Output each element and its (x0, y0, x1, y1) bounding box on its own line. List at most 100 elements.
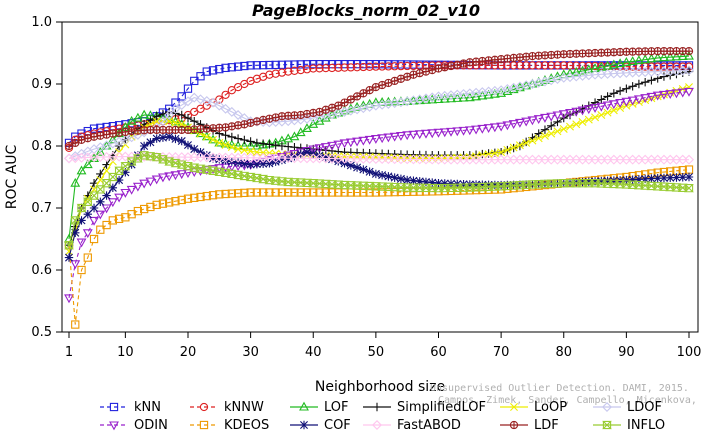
data-point-cof (121, 168, 130, 177)
data-point-odin (421, 129, 431, 139)
data-point-kdeos (284, 188, 293, 197)
data-point-odin (408, 130, 419, 140)
data-point-lof (565, 68, 575, 78)
data-point-knnw (302, 65, 312, 74)
data-point-knnw (572, 61, 581, 70)
data-point-lof (659, 52, 669, 62)
y-tick-label: 0.9 (31, 77, 52, 92)
data-point-odin (95, 210, 106, 220)
data-point-knn (340, 60, 349, 69)
plot-frame (61, 21, 699, 333)
data-point-cof (221, 156, 230, 165)
data-point-knn (233, 62, 243, 71)
data-point-lof (452, 93, 463, 102)
data-point-knnw (265, 70, 274, 79)
data-point-odin (370, 135, 381, 144)
data-point-loop (240, 146, 249, 155)
data-point-kdeos (240, 188, 249, 198)
watermark-line-1: Unsupervised Outlier Detection. DAMI, 20… (430, 383, 689, 394)
data-point-loop (215, 138, 224, 147)
data-point-kdeos (258, 188, 268, 197)
data-point-odin (646, 92, 657, 102)
data-point-knnw (659, 62, 669, 71)
x-axis-label: Neighborhood size (315, 379, 445, 395)
data-point-cof (246, 160, 255, 169)
data-point-knn (227, 63, 236, 72)
data-point-odin (659, 90, 669, 100)
legend-label-lof: LOF (324, 400, 349, 415)
data-point-kdeos (165, 198, 174, 207)
data-point-odin (76, 238, 87, 248)
data-point-simplifiedlof (647, 76, 656, 85)
data-point-knnw (666, 62, 675, 71)
data-point-knnw (628, 62, 637, 71)
data-point-cof (83, 210, 92, 219)
legend-marker-loop (510, 403, 518, 411)
data-point-cof (196, 148, 205, 157)
data-point-kdeos (77, 265, 86, 275)
data-point-kdeos (89, 234, 99, 244)
data-point-simplifiedlof (240, 135, 249, 145)
x-tick-label: 60 (430, 345, 447, 360)
data-point-odin (540, 113, 550, 123)
data-point-lof (446, 93, 456, 103)
data-point-kdeos (177, 195, 186, 205)
data-point-lof (577, 65, 588, 75)
data-point-simplifiedlof (622, 84, 631, 93)
data-point-odin (596, 102, 607, 112)
chart-title: PageBlocks_norm_02_v10 (252, 1, 480, 20)
data-point-cof (352, 163, 362, 172)
legend-label-fastabod: FastABOD (397, 418, 461, 433)
data-point-kdeos (96, 225, 105, 234)
data-point-knnw (352, 63, 362, 72)
data-point-simplifiedlof (271, 141, 280, 150)
data-point-kdeos (171, 197, 180, 206)
data-point-ldof (157, 116, 168, 127)
data-point-cof (183, 140, 193, 150)
data-point-odin (677, 88, 688, 98)
data-point-lof (633, 55, 644, 65)
data-point-odin (170, 171, 181, 181)
data-point-kdeos (265, 188, 274, 197)
legend-item-simplifiedlof: SimplifiedLOF (363, 400, 486, 415)
data-point-odin (414, 130, 425, 140)
data-point-loop (597, 111, 606, 119)
data-point-loop (616, 104, 625, 113)
data-point-knnw (371, 62, 381, 71)
legend-label-cof: COF (324, 418, 351, 433)
data-point-simplifiedlof (190, 117, 199, 126)
data-point-knnw (365, 62, 374, 71)
data-point-cof (208, 154, 218, 163)
data-point-kdeos (271, 188, 280, 197)
data-point-loop (227, 143, 236, 152)
data-point-odin (439, 128, 450, 138)
legend: kNN kNNW LOF SimplifiedLOF LoOP LDOF ODIN KDEOS… (100, 400, 665, 433)
data-point-kdeos (114, 214, 124, 223)
data-point-lof (483, 89, 494, 99)
data-point-simplifiedlof (265, 140, 274, 149)
legend-marker-simplifiedlof (372, 402, 382, 412)
data-point-knnw (215, 95, 224, 104)
data-point-kdeos (327, 188, 337, 197)
data-point-odin (640, 94, 651, 103)
data-point-loop (591, 113, 600, 122)
data-point-knn (252, 61, 262, 70)
data-point-simplifiedlof (634, 79, 644, 89)
data-point-cof (640, 174, 650, 184)
data-point-odin (546, 112, 557, 122)
data-point-odin (101, 204, 112, 214)
legend-marker-odin (109, 421, 119, 431)
data-point-knn (258, 61, 268, 70)
data-point-cof (102, 191, 111, 200)
legend-marker-ldof (602, 402, 612, 412)
data-point-knnw (540, 61, 550, 70)
data-point-cof (371, 169, 381, 179)
data-point-odin (652, 91, 663, 101)
data-point-kdeos (71, 320, 80, 329)
data-point-knn (290, 60, 299, 69)
data-point-ldof (164, 110, 175, 120)
data-point-odin (427, 129, 438, 139)
data-point-knn (296, 60, 305, 69)
data-point-cof (653, 174, 662, 183)
data-point-cof (165, 132, 174, 141)
